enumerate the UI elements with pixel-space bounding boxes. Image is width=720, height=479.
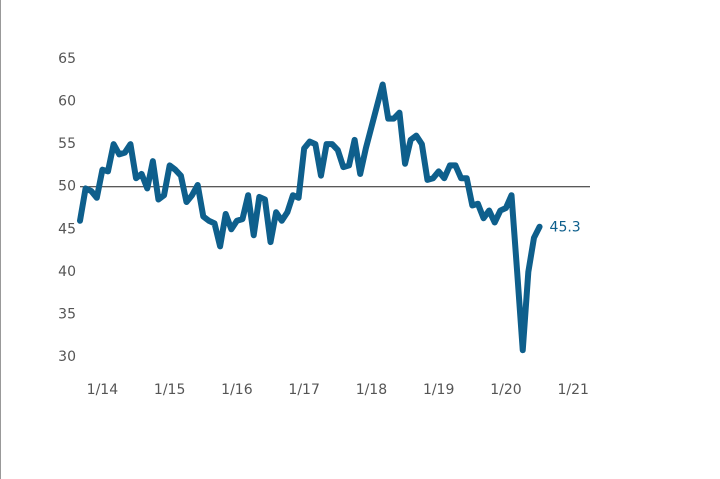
y-tick-label: 40 xyxy=(58,264,76,280)
x-tick-label: 1/14 xyxy=(87,382,119,398)
y-tick-label: 60 xyxy=(58,94,76,110)
x-tick-label: 1/15 xyxy=(154,382,185,398)
y-tick-label: 35 xyxy=(58,306,76,322)
x-tick-label: 1/18 xyxy=(356,382,387,398)
y-tick-label: 50 xyxy=(58,179,76,195)
y-tick-label: 30 xyxy=(58,349,76,365)
data-line xyxy=(77,81,543,354)
y-tick-label: 55 xyxy=(58,136,76,152)
y-tick-label: 45 xyxy=(58,221,76,237)
x-tick-label: 1/19 xyxy=(423,382,454,398)
x-tick-label: 1/21 xyxy=(557,382,588,398)
end-value-label: 45.3 xyxy=(550,220,581,236)
x-tick-label: 1/17 xyxy=(288,382,319,398)
y-tick-label: 65 xyxy=(58,51,76,67)
x-tick-label: 1/20 xyxy=(490,382,521,398)
x-tick-label: 1/16 xyxy=(221,382,253,398)
